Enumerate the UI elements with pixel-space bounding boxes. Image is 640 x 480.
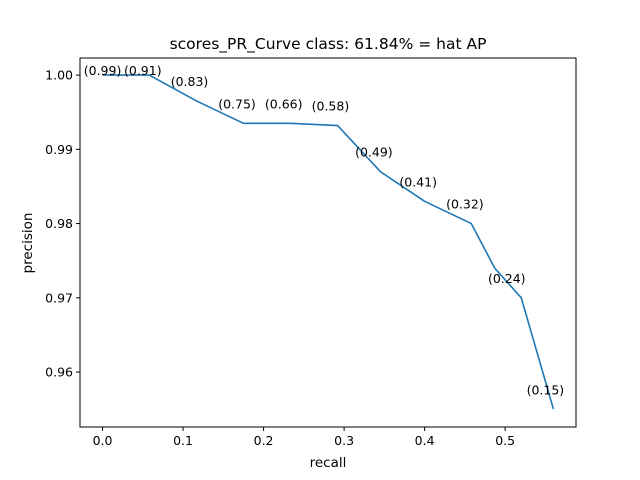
y-tick-label: 1.00 xyxy=(45,68,73,83)
x-tick-label: 0.1 xyxy=(173,433,193,448)
point-score-label: (0.99) xyxy=(84,63,122,78)
y-tick-label: 0.96 xyxy=(45,365,73,380)
x-axis-ticks: 0.0 0.1 0.2 0.3 0.4 0.5 xyxy=(93,427,515,448)
point-score-label: (0.83) xyxy=(171,74,209,89)
x-tick-label: 0.2 xyxy=(254,433,274,448)
pr-curve-line-0 xyxy=(102,74,555,410)
point-score-label: (0.75) xyxy=(218,96,256,111)
x-tick-label: 0.5 xyxy=(495,433,515,448)
x-tick-label: 0.0 xyxy=(93,433,113,448)
point-score-label: (0.91) xyxy=(124,63,162,78)
x-tick-label: 0.3 xyxy=(334,433,354,448)
x-axis-label: recall xyxy=(310,455,347,471)
y-tick-label: 0.99 xyxy=(45,142,73,157)
y-axis-ticks: 0.96 0.97 0.98 0.99 1.00 xyxy=(45,68,80,380)
plot-frame xyxy=(79,57,577,428)
point-score-label: (0.32) xyxy=(446,197,484,212)
point-score-label: (0.49) xyxy=(355,145,393,160)
point-score-label: (0.58) xyxy=(312,99,350,114)
point-labels: (0.99) (0.91) (0.83) (0.75) (0.66) (0.58) (0.4… xyxy=(84,63,564,397)
y-tick-label: 0.97 xyxy=(45,290,73,305)
chart-title: scores_PR_Curve class: 61.84% = hat AP xyxy=(170,35,487,54)
point-score-label: (0.24) xyxy=(488,271,526,286)
point-score-label: (0.15) xyxy=(527,382,565,397)
x-tick-label: 0.4 xyxy=(415,433,435,448)
point-score-label: (0.66) xyxy=(265,96,303,111)
y-tick-label: 0.98 xyxy=(45,216,73,231)
y-axis-label: precision xyxy=(20,213,36,274)
point-score-label: (0.41) xyxy=(399,174,437,189)
